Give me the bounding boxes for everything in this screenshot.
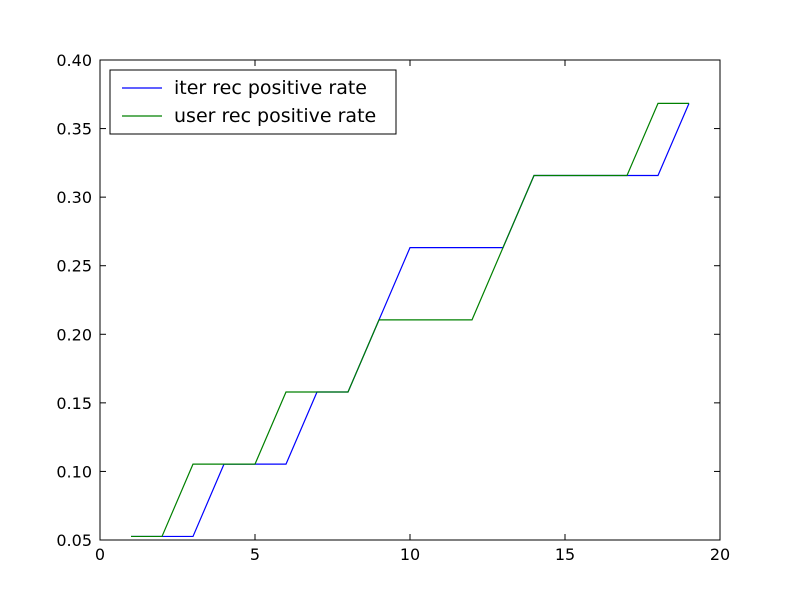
legend-box — [109, 69, 397, 135]
legend: iter rec positive rate user rec positive … — [109, 69, 397, 135]
y-tick-label: 0.20 — [56, 325, 92, 344]
y-tick-label: 0.25 — [56, 257, 92, 276]
x-tick-label: 15 — [555, 545, 575, 564]
series-line-2 — [131, 102, 689, 538]
legend-label-1: iter rec positive rate — [174, 77, 367, 99]
plot-area — [131, 102, 690, 538]
y-tick-label: 0.35 — [56, 120, 92, 139]
y-tick-label: 0.05 — [56, 531, 92, 550]
y-tick-label: 0.40 — [56, 51, 92, 70]
x-tick-label: 20 — [710, 545, 730, 564]
axis-tick-labels: 0 5 10 15 20 0.05 0.10 0.15 0.20 0.25 0.30 0.35 0.40 — [56, 51, 730, 564]
y-tick-label: 0.10 — [56, 462, 92, 481]
y-tick-label: 0.15 — [56, 394, 92, 413]
x-tick-label: 10 — [400, 545, 420, 564]
y-tick-label: 0.30 — [56, 188, 92, 207]
axes-frame — [99, 59, 721, 541]
legend-label-2: user rec positive rate — [174, 105, 376, 127]
x-tick-label: 0 — [95, 545, 105, 564]
x-tick-label: 5 — [250, 545, 260, 564]
